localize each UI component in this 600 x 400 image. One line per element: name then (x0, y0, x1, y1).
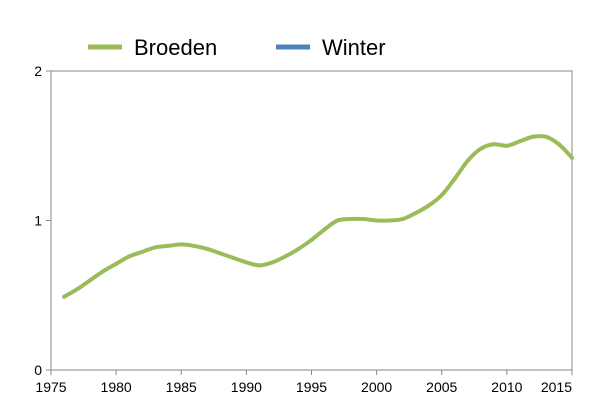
x-tick-label: 1985 (166, 379, 197, 395)
data-point-broeden (439, 193, 444, 198)
x-axis: 1975 1980 1985 1990 1995 2000 2005 2010 2015 (35, 370, 573, 395)
data-point-broeden (556, 142, 561, 147)
data-point-broeden (413, 211, 418, 216)
x-tick-label: 2010 (491, 379, 522, 395)
plot-area (50, 70, 573, 371)
data-point-broeden (192, 243, 197, 248)
data-point-broeden (335, 218, 340, 223)
y-tick-label: 2 (34, 63, 42, 79)
x-tick-label: 2000 (361, 379, 392, 395)
data-point-broeden (205, 246, 210, 251)
y-tick-label: 1 (34, 213, 42, 229)
data-point-broeden (153, 245, 158, 250)
y-tick-label: 0 (34, 362, 42, 378)
x-tick-label: 1990 (231, 379, 262, 395)
data-point-broeden (348, 217, 353, 222)
data-point-broeden (452, 176, 457, 181)
data-point-broeden (270, 260, 275, 265)
legend-label-broeden: Broeden (134, 35, 217, 60)
data-point-broeden (140, 249, 145, 254)
series-layer (62, 134, 574, 299)
data-point-broeden (75, 287, 80, 292)
data-point-broeden (257, 263, 262, 268)
data-point-broeden (478, 146, 483, 151)
data-point-broeden (491, 142, 496, 147)
data-point-broeden (309, 237, 314, 242)
data-point-broeden (283, 254, 288, 259)
data-point-broeden (231, 255, 236, 260)
data-point-broeden (218, 251, 223, 256)
data-point-broeden (517, 139, 522, 144)
data-point-broeden (400, 217, 405, 222)
data-point-broeden (179, 242, 184, 247)
data-point-broeden (387, 218, 392, 223)
legend-label-winter: Winter (322, 35, 386, 60)
x-tick-label: 2015 (541, 379, 572, 395)
data-point-broeden (465, 158, 470, 163)
x-tick-label: 2005 (426, 379, 457, 395)
data-point-broeden (504, 143, 509, 148)
data-point-broeden (244, 260, 249, 265)
data-point-broeden (374, 218, 379, 223)
data-point-broeden (62, 294, 67, 299)
legend: Broeden Winter (88, 35, 386, 60)
data-point-broeden (530, 134, 535, 139)
x-tick-label: 1995 (296, 379, 327, 395)
data-point-broeden (296, 246, 301, 251)
x-tick-label: 1980 (101, 379, 132, 395)
data-point-broeden (114, 261, 119, 266)
data-point-broeden (322, 227, 327, 232)
data-point-broeden (543, 134, 548, 139)
data-point-broeden (166, 243, 171, 248)
data-point-broeden (101, 269, 106, 274)
data-point-broeden (426, 203, 431, 208)
data-point-broeden (127, 254, 132, 259)
data-point-broeden (570, 155, 574, 160)
data-point-broeden (361, 217, 366, 222)
series-line-broeden (63, 134, 574, 299)
y-axis: 0 1 2 (34, 63, 51, 378)
data-point-broeden (88, 278, 93, 283)
x-tick-label: 1975 (35, 379, 66, 395)
